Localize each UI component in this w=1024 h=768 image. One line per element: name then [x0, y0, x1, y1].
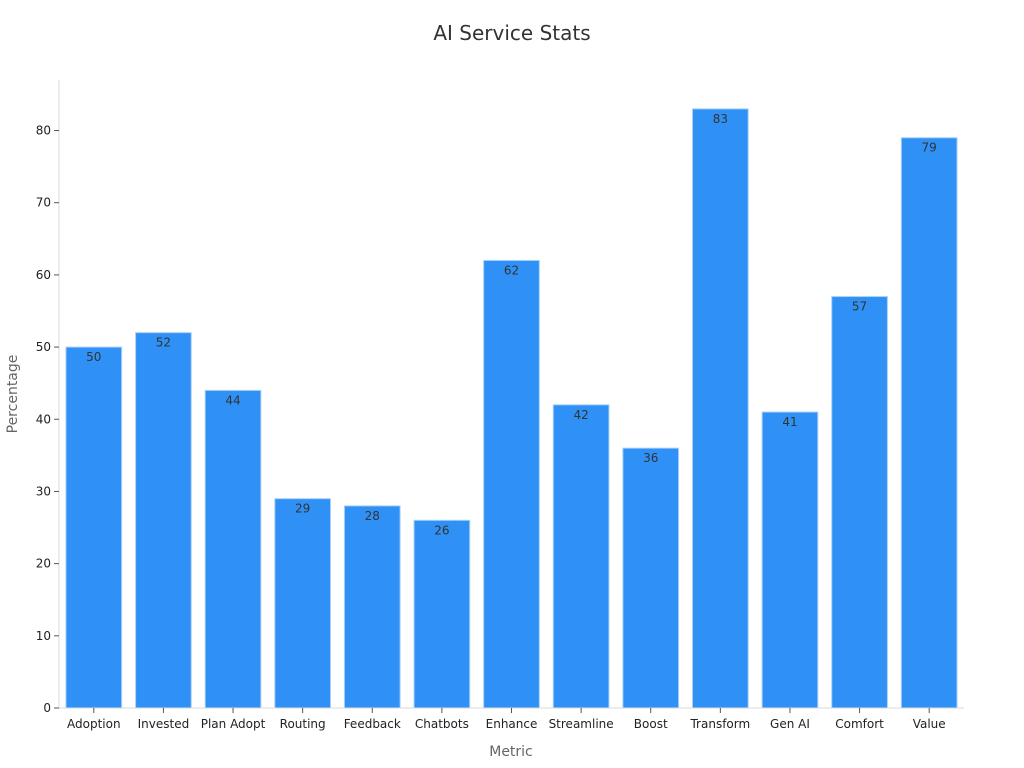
data-label: 57: [852, 300, 867, 314]
y-tick-label: 60: [36, 268, 51, 282]
data-label: 28: [365, 509, 380, 523]
y-tick-label: 80: [36, 124, 51, 138]
x-tick-label: Transform: [689, 717, 750, 731]
data-label: 79: [922, 141, 937, 155]
data-label: 29: [295, 502, 310, 516]
bar-boost: [622, 447, 680, 709]
data-label: 50: [86, 350, 101, 364]
x-tick-label: Invested: [138, 717, 190, 731]
bar-chatbots: [413, 519, 471, 709]
bar-routing: [274, 498, 331, 709]
x-tick-label: Streamline: [549, 717, 614, 731]
x-tick-label: Plan Adopt: [201, 717, 266, 731]
data-label: 41: [782, 415, 797, 429]
bar-feedback: [343, 505, 401, 709]
x-tick-label: Boost: [634, 717, 668, 731]
data-label: 26: [434, 523, 449, 537]
x-axis-label: Metric: [489, 744, 533, 760]
y-tick-label: 10: [36, 629, 51, 643]
y-axis-label: Percentage: [5, 355, 21, 434]
x-tick-label: Chatbots: [415, 717, 469, 731]
data-label: 36: [643, 451, 658, 465]
y-tick-label: 40: [36, 412, 51, 426]
data-label: 52: [156, 336, 171, 350]
y-tick-label: 30: [36, 484, 51, 498]
bar-value: [900, 137, 958, 709]
bar-streamline: [552, 404, 610, 709]
x-axis: Adoption Invested Plan Adopt Routing Feedbac…: [59, 707, 964, 731]
chart-title: AI Service Stats: [433, 21, 590, 45]
bar-transform: [692, 108, 749, 709]
bar-enhance: [483, 259, 540, 709]
x-tick-label: Routing: [280, 717, 326, 731]
y-tick-label: 50: [36, 340, 51, 354]
bar-gen-ai: [761, 411, 819, 709]
x-tick-label: Enhance: [486, 717, 538, 731]
y-tick-label: 20: [36, 557, 51, 571]
bar-invested: [135, 332, 192, 709]
x-tick-label: Value: [913, 717, 946, 731]
data-label: 44: [225, 393, 240, 407]
x-tick-label: Feedback: [344, 717, 401, 731]
bar-comfort: [831, 296, 888, 709]
bars-group: 50 52 44 29 28 26 62 42 36 83 41 57 79: [65, 108, 958, 709]
y-tick-label: 70: [36, 196, 51, 210]
data-label: 42: [573, 408, 588, 422]
x-tick-label: Adoption: [67, 717, 121, 731]
x-tick-label: Comfort: [835, 717, 884, 731]
y-axis: 0 10 20 30 40 50 60 70 80: [36, 80, 60, 715]
y-tick-label: 0: [43, 701, 51, 715]
bar-plan-adopt: [204, 389, 262, 709]
data-label: 62: [504, 263, 519, 277]
x-tick-label: Gen AI: [770, 717, 810, 731]
bar-adoption: [65, 346, 123, 709]
data-label: 83: [713, 112, 728, 126]
